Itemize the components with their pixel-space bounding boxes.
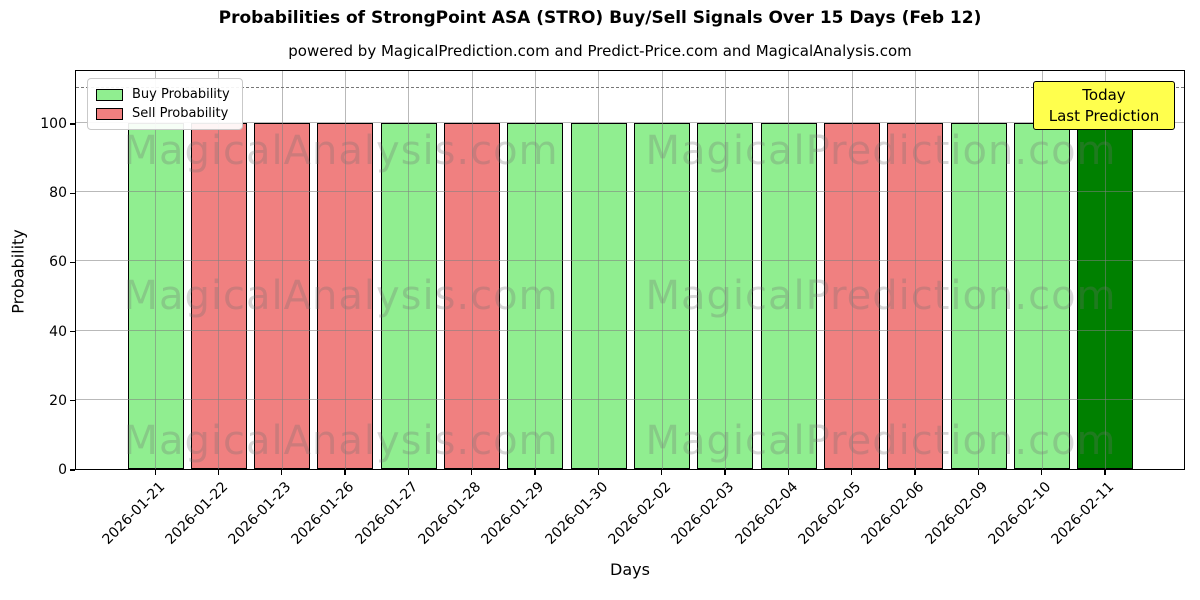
today-annotation-box: Today Last Prediction xyxy=(1033,81,1175,130)
y-tick-label: 40 xyxy=(49,323,67,340)
grid-line-h xyxy=(76,260,1184,262)
grid-line-h xyxy=(76,121,1184,123)
grid-line-h xyxy=(76,191,1184,193)
y-tick-label: 80 xyxy=(49,185,67,202)
x-tick-mark xyxy=(1041,470,1043,475)
plot-area: MagicalAnalysis.com MagicalPrediction.com… xyxy=(75,70,1185,470)
grid-line-v xyxy=(598,71,600,469)
watermark-text: MagicalPrediction.com xyxy=(645,418,1117,464)
y-axis-label: Probability xyxy=(8,229,28,314)
annotation-line-2: Last Prediction xyxy=(1048,106,1160,125)
x-tick-mark xyxy=(1104,470,1106,475)
x-tick-mark xyxy=(597,470,599,475)
grid-line-v xyxy=(534,71,536,469)
x-tick-mark xyxy=(724,470,726,475)
y-tick-label: 20 xyxy=(49,392,67,409)
watermark-text: MagicalPrediction.com xyxy=(645,273,1117,319)
y-tick-label: 0 xyxy=(58,462,67,478)
grid-line-v xyxy=(344,71,346,469)
x-tick-mark xyxy=(851,470,853,475)
legend-box: Buy Probability Sell Probability xyxy=(87,78,243,130)
grid-line-v xyxy=(471,71,473,469)
x-tick-mark xyxy=(471,470,473,475)
x-tick-mark xyxy=(154,470,156,475)
grid-line-h xyxy=(76,329,1184,331)
x-tick-mark xyxy=(407,470,409,475)
x-tick-mark xyxy=(977,470,979,475)
legend-item-buy: Buy Probability xyxy=(96,85,230,104)
legend-item-sell: Sell Probability xyxy=(96,104,230,123)
legend-label-sell: Sell Probability xyxy=(132,106,229,121)
x-tick-mark xyxy=(217,470,220,475)
buy-swatch-icon xyxy=(96,88,123,101)
chart-subtitle: powered by MagicalPrediction.com and Pre… xyxy=(288,42,912,60)
legend-label-buy: Buy Probability xyxy=(132,87,230,102)
x-axis-label: Days xyxy=(610,560,650,579)
grid-line-v xyxy=(851,71,853,469)
chart-title: Probabilities of StrongPoint ASA (STRO) … xyxy=(218,8,982,28)
watermark-text: MagicalAnalysis.com xyxy=(123,128,559,174)
grid-line-v xyxy=(218,71,220,469)
y-tick-mark xyxy=(70,330,75,333)
grid-line-v xyxy=(788,71,790,469)
grid-line-v xyxy=(1041,71,1043,469)
grid-line-v xyxy=(978,71,980,469)
watermark-text: MagicalPrediction.com xyxy=(645,128,1117,174)
grid-line-v xyxy=(661,71,663,469)
grid-line-v xyxy=(724,71,726,469)
y-tick-mark xyxy=(70,469,75,471)
x-tick-mark xyxy=(281,470,283,475)
y-tick-mark xyxy=(70,192,75,194)
grid-line-v xyxy=(914,71,916,469)
grid-line-v xyxy=(408,71,410,469)
grid-line-h xyxy=(76,398,1184,400)
threshold-dashed-line xyxy=(76,87,1184,89)
y-tick-mark xyxy=(70,261,75,263)
x-tick-mark xyxy=(914,470,916,475)
watermark-text: MagicalAnalysis.com xyxy=(123,273,559,319)
grid-line-v xyxy=(1104,71,1106,469)
y-tick-mark xyxy=(70,123,75,125)
y-tick-label: 60 xyxy=(49,254,67,271)
grid-line-v xyxy=(155,71,156,469)
sell-swatch-icon xyxy=(96,107,123,120)
x-tick-mark xyxy=(787,470,789,475)
x-tick-mark xyxy=(661,470,663,475)
watermark-text: MagicalAnalysis.com xyxy=(123,418,559,464)
y-tick-label: 100 xyxy=(40,115,67,132)
x-tick-mark xyxy=(534,470,536,475)
x-tick-mark xyxy=(344,470,346,475)
y-tick-mark xyxy=(70,400,75,402)
annotation-line-1: Today xyxy=(1082,85,1126,104)
grid-line-v xyxy=(281,71,283,469)
